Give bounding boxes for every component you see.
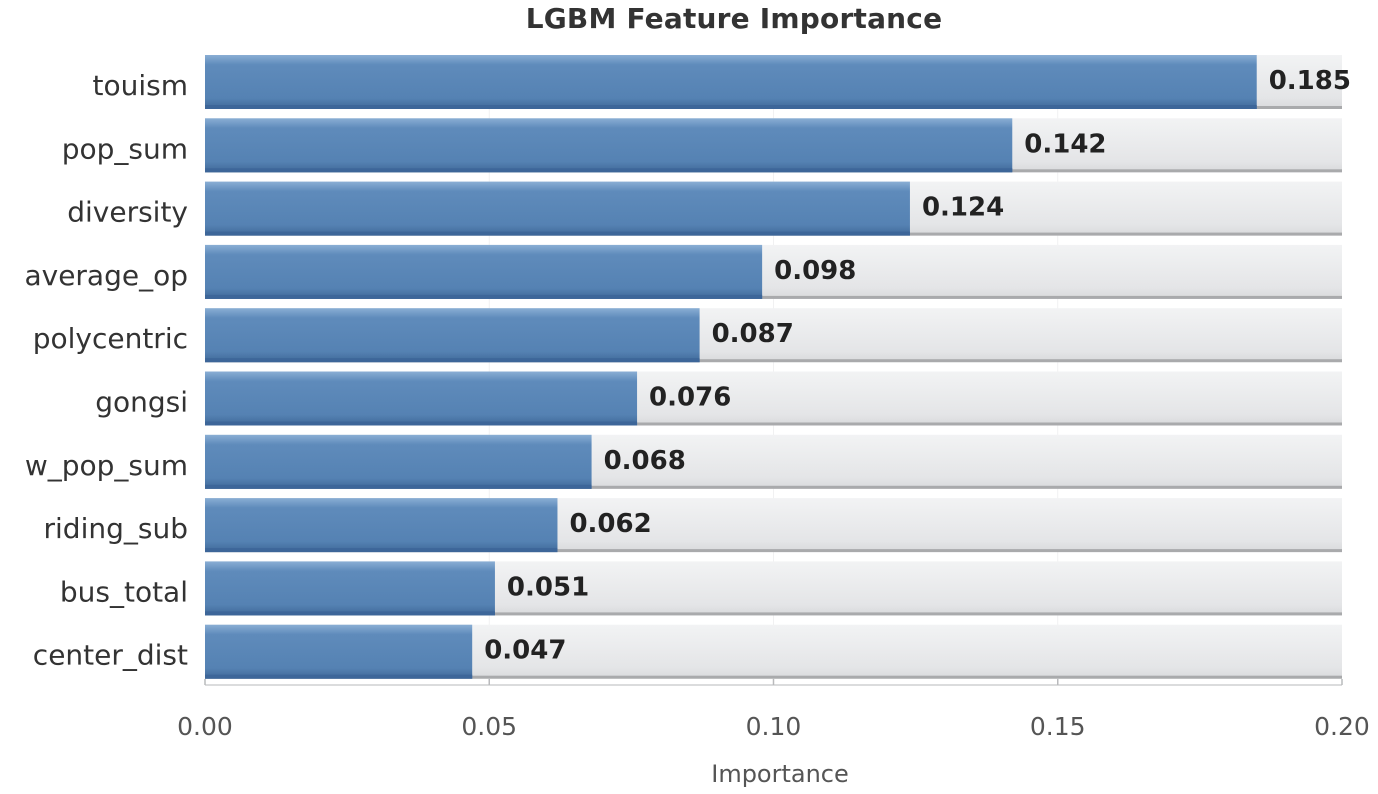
bar: [205, 118, 1013, 173]
bar: [205, 561, 495, 616]
bar-shadow: [205, 358, 700, 363]
bar-track-shadow: [205, 675, 1342, 679]
bar-shadow: [205, 611, 495, 616]
bar-shadow: [205, 421, 638, 426]
bar-track-shadow: [205, 422, 1342, 426]
chart-title: LGBM Feature Importance: [525, 2, 943, 35]
value-label: 0.185: [1269, 66, 1351, 96]
category-label: w_pop_sum: [25, 449, 188, 482]
bar-shadow: [205, 674, 473, 679]
bar: [205, 624, 473, 679]
value-label: 0.124: [922, 193, 1004, 223]
x-axis-label: Importance: [711, 760, 849, 788]
bar-shadow: [205, 548, 558, 553]
bar-shadow: [205, 105, 1257, 109]
value-label: 0.076: [649, 383, 731, 413]
value-label: 0.047: [484, 636, 566, 666]
bar: [205, 308, 700, 363]
x-tick-label: 0.15: [1030, 712, 1086, 741]
bar-shadow: [205, 484, 592, 489]
bar-track-shadow: [205, 485, 1342, 489]
bar-track-shadow: [205, 295, 1342, 299]
bar: [205, 498, 558, 553]
x-tick-label: 0.05: [461, 712, 517, 741]
value-label: 0.062: [569, 509, 651, 539]
category-label: touism: [93, 69, 189, 102]
category-label: center_dist: [33, 639, 188, 672]
value-label: 0.051: [507, 572, 589, 602]
category-label: average_op: [24, 259, 188, 292]
bar-track-shadow: [205, 549, 1342, 553]
category-label: polycentric: [33, 322, 188, 355]
bar-shadow: [205, 168, 1013, 173]
value-label: 0.098: [774, 256, 856, 286]
x-tick-label: 0.00: [177, 712, 233, 741]
x-axis: 0.00 0.05 0.10 0.15 0.20: [177, 679, 1370, 741]
category-label: gongsi: [95, 386, 188, 419]
category-label: riding_sub: [44, 512, 188, 545]
bar: [205, 371, 638, 426]
bar: [205, 434, 592, 489]
category-label: diversity: [67, 196, 188, 229]
bar: [205, 244, 763, 299]
bar-shadow: [205, 294, 763, 299]
bar: [205, 55, 1257, 109]
category-label: bus_total: [60, 575, 188, 608]
bar-shadow: [205, 231, 910, 236]
x-tick-label: 0.10: [746, 712, 802, 741]
bar-track-shadow: [205, 359, 1342, 363]
category-label: pop_sum: [62, 132, 188, 165]
bars: 0.185 0.142 0.124 0.098 0.087 0.076 0.068 0.062…: [205, 55, 1351, 679]
bar: [205, 181, 910, 236]
category-labels: touism pop_sum diversity average_op polycent…: [24, 69, 188, 672]
bar-track-shadow: [205, 612, 1342, 616]
value-label: 0.068: [604, 446, 686, 476]
x-tick-label: 0.20: [1314, 712, 1370, 741]
value-label: 0.087: [712, 319, 794, 349]
value-label: 0.142: [1024, 129, 1106, 159]
